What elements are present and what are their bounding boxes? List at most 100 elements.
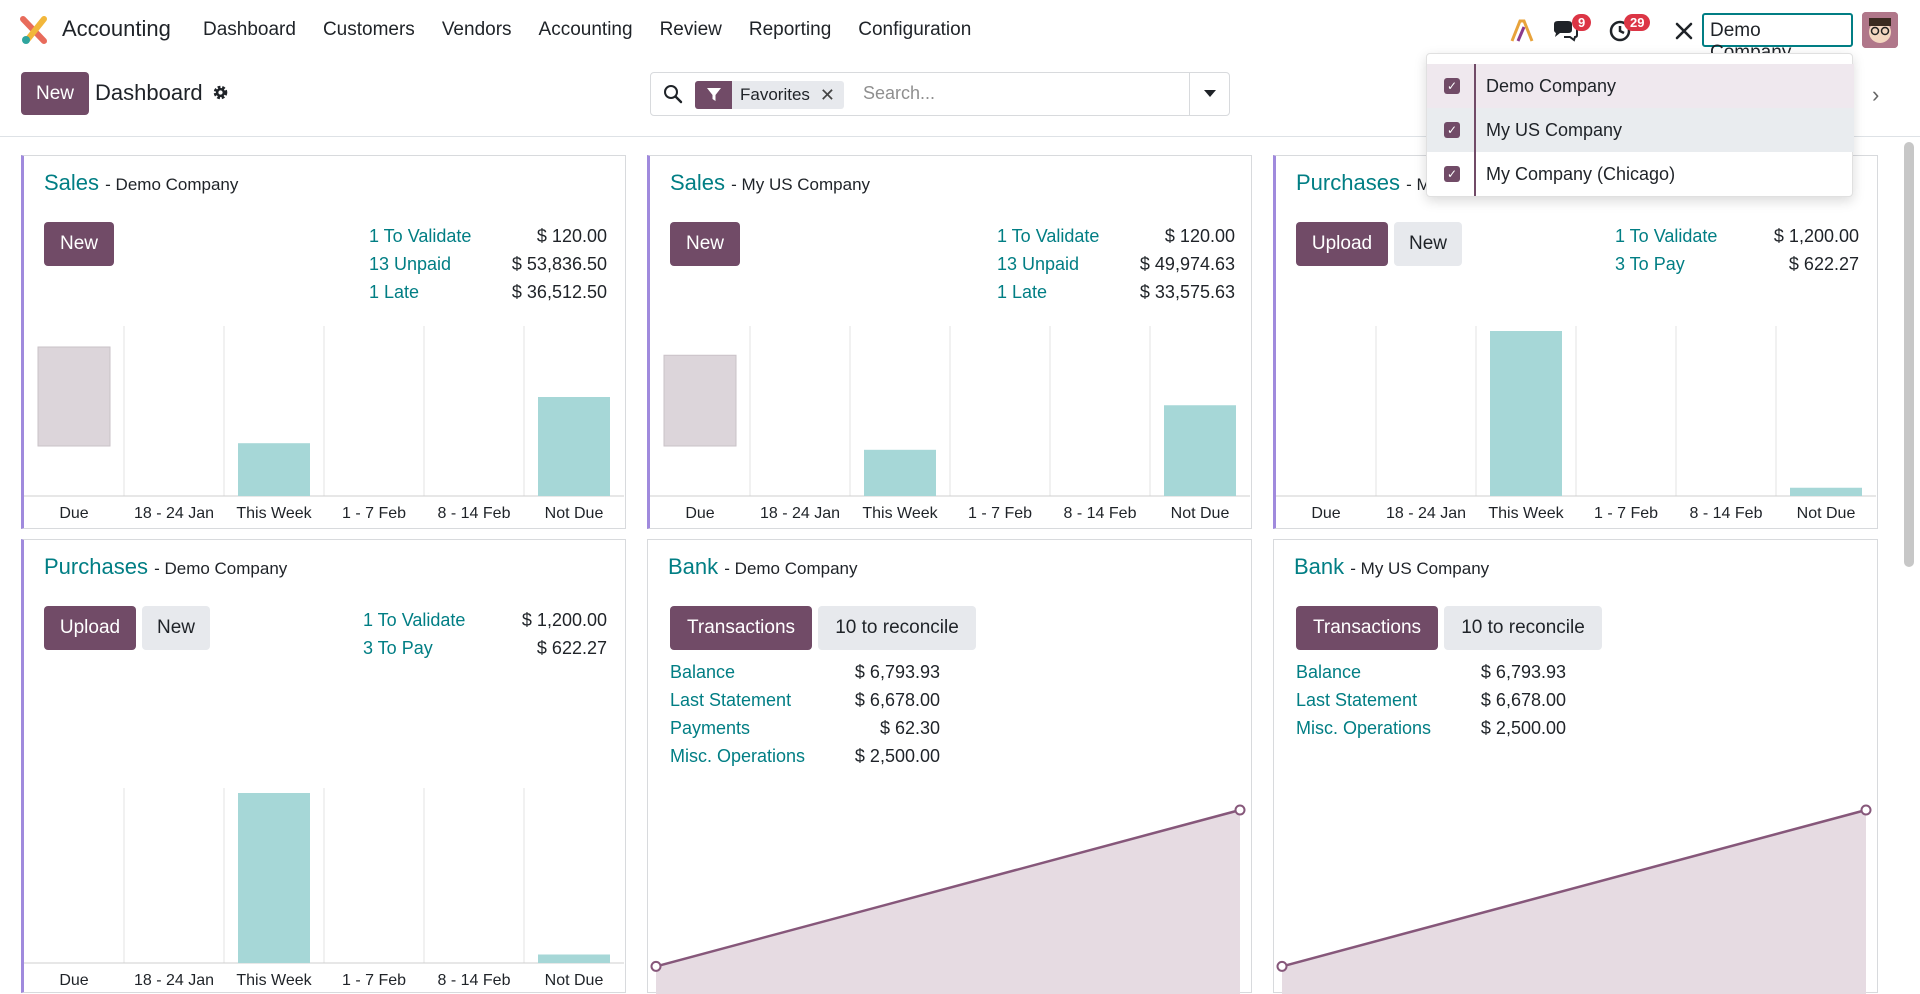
new-button[interactable]: New: [21, 72, 89, 115]
stat-balance[interactable]: Balance: [1296, 661, 1362, 682]
menu-review[interactable]: Review: [659, 19, 722, 40]
chart-bar[interactable]: [238, 793, 310, 963]
bank-us-chart[interactable]: [1274, 800, 1878, 994]
stat-to-validate[interactable]: 1 To Validate: [369, 225, 472, 246]
chart-bar[interactable]: [663, 354, 737, 447]
search-icon[interactable]: [663, 84, 683, 104]
sales-demo-chart[interactable]: Due 18 - 24 Jan This Week 1 - 7 Feb 8 - 14 F…: [24, 326, 624, 526]
chart-tick-label: This Week: [862, 505, 938, 522]
upload-button[interactable]: Upload: [44, 606, 136, 650]
ai-icon[interactable]: [1510, 19, 1536, 43]
chart-tick-label: This Week: [1488, 505, 1564, 522]
stat-balance[interactable]: Balance: [670, 661, 736, 682]
sales-us-chart[interactable]: Due 18 - 24 Jan This Week 1 - 7 Feb 8 - 14 F…: [650, 326, 1250, 526]
search-options-toggle[interactable]: [1189, 73, 1229, 115]
purchases-new-button[interactable]: New: [142, 606, 210, 650]
upload-button[interactable]: Upload: [1296, 222, 1388, 266]
stat-unpaid[interactable]: 13 Unpaid: [997, 253, 1080, 274]
stat-last-statement[interactable]: Last Statement: [1296, 689, 1418, 710]
debug-tools-icon[interactable]: [1674, 21, 1694, 41]
stat-to-pay[interactable]: 3 To Pay: [363, 637, 433, 658]
app-name[interactable]: Accounting: [62, 16, 171, 41]
checkbox-checked-icon[interactable]: ✓: [1444, 122, 1460, 138]
chart-tick-label: Due: [1311, 505, 1340, 522]
panel-title[interactable]: Purchases - Demo Company: [44, 554, 288, 579]
company-option[interactable]: ✓ My Company (Chicago): [1427, 152, 1854, 196]
company-option[interactable]: ✓ Demo Company: [1427, 64, 1854, 108]
company-option[interactable]: ✓ My US Company: [1427, 108, 1854, 152]
chart-bar[interactable]: [864, 449, 936, 496]
sales-us-panel: Sales - My US Company New 1 To Validate $…: [647, 155, 1252, 529]
chart-bar[interactable]: [538, 397, 610, 496]
menu-dashboard[interactable]: Dashboard: [203, 19, 296, 40]
chart-tick-label: 8 - 14 Feb: [1064, 505, 1137, 522]
company-dropdown: ✓ Demo Company ✓ My US Company ✓ My Comp…: [1426, 53, 1854, 197]
activity-clock-icon[interactable]: [1608, 19, 1632, 43]
chart-bar[interactable]: [1790, 487, 1862, 496]
purchases-new-button[interactable]: New: [1394, 222, 1462, 266]
chart-point[interactable]: [650, 960, 662, 972]
stat-late[interactable]: 1 Late: [997, 281, 1048, 302]
chart-line: [1281, 808, 1867, 968]
stat-unpaid[interactable]: 13 Unpaid: [369, 253, 452, 274]
chart-bar[interactable]: [37, 346, 111, 447]
bank-demo-panel: Bank - Demo Company Transactions 10 to r…: [647, 539, 1252, 994]
panel-title[interactable]: Bank - Demo Company: [668, 554, 858, 579]
reconcile-button[interactable]: 10 to reconcile: [1444, 606, 1602, 650]
scrollbar[interactable]: [1904, 142, 1914, 567]
stat-last-statement[interactable]: Last Statement: [670, 689, 792, 710]
stat-to-validate[interactable]: 1 To Validate: [363, 609, 466, 630]
menu-configuration[interactable]: Configuration: [858, 19, 972, 40]
company-switcher[interactable]: Demo Company: [1702, 13, 1853, 63]
chart-tick-label: 8 - 14 Feb: [1690, 505, 1763, 522]
menu-accounting[interactable]: Accounting: [538, 19, 633, 40]
chevron-right-icon[interactable]: ›: [1872, 82, 1880, 107]
chart-tick-label: Not Due: [1797, 505, 1856, 522]
sales-new-button[interactable]: New: [670, 222, 740, 266]
sales-new-button[interactable]: New: [44, 222, 114, 266]
checkbox-checked-icon[interactable]: ✓: [1444, 166, 1460, 182]
checkbox-checked-icon[interactable]: ✓: [1444, 78, 1460, 94]
chart-point[interactable]: [1860, 804, 1872, 816]
chart-bar[interactable]: [1164, 405, 1236, 496]
stat-payments[interactable]: Payments: [670, 717, 751, 738]
stat-misc-operations[interactable]: Misc. Operations: [670, 745, 806, 766]
sales-demo-panel: Sales - Demo Company New 1 To Validate $ …: [21, 155, 626, 529]
facet-remove-icon[interactable]: ✕: [819, 84, 836, 105]
bank-demo-chart[interactable]: [648, 800, 1252, 994]
panel-title[interactable]: Bank - My US Company: [1294, 554, 1490, 579]
chart-area: [1282, 810, 1866, 994]
accounting-app-icon[interactable]: [20, 15, 50, 45]
stat-late[interactable]: 1 Late: [369, 281, 420, 302]
stat-to-validate[interactable]: 1 To Validate: [1615, 225, 1718, 246]
menu-reporting[interactable]: Reporting: [748, 19, 832, 40]
transactions-button[interactable]: Transactions: [670, 606, 812, 650]
panel-title[interactable]: Purchases - M: [1296, 170, 1431, 195]
reconcile-button[interactable]: 10 to reconcile: [818, 606, 976, 650]
transactions-button[interactable]: Transactions: [1296, 606, 1438, 650]
panel-title[interactable]: Sales - My US Company: [670, 170, 871, 195]
panel-title[interactable]: Sales - Demo Company: [44, 170, 239, 195]
user-avatar[interactable]: [1862, 12, 1898, 48]
chart-point[interactable]: [1234, 804, 1246, 816]
chart-tick-label: 18 - 24 Jan: [134, 505, 214, 522]
gear-icon[interactable]: [212, 84, 229, 101]
menu-customers[interactable]: Customers: [322, 19, 415, 40]
search-input[interactable]: Search...: [863, 83, 936, 103]
chart-bar[interactable]: [538, 954, 610, 964]
search-bar[interactable]: Favorites ✕ Search...: [650, 72, 1230, 116]
chart-tick-label: 18 - 24 Jan: [1386, 505, 1466, 522]
chart-tick-label: 18 - 24 Jan: [760, 505, 840, 522]
purchases-us-chart[interactable]: Due 18 - 24 Jan This Week 1 - 7 Feb 8 - 14 F…: [1276, 326, 1876, 526]
chart-bar[interactable]: [238, 443, 310, 496]
chart-bar[interactable]: [1490, 331, 1562, 496]
stat-to-validate[interactable]: 1 To Validate: [997, 225, 1100, 246]
chart-tick-label: 8 - 14 Feb: [438, 505, 511, 522]
chart-point[interactable]: [1276, 960, 1288, 972]
bank-us-panel: Bank - My US Company Transactions 10 to …: [1273, 539, 1878, 994]
stat-misc-operations[interactable]: Misc. Operations: [1296, 717, 1432, 738]
stat-to-pay[interactable]: 3 To Pay: [1615, 253, 1685, 274]
facet-label: Favorites: [740, 85, 810, 104]
menu-vendors[interactable]: Vendors: [441, 19, 512, 40]
purchases-demo-chart[interactable]: Due 18 - 24 Jan This Week 1 - 7 Feb 8 - 14 F…: [24, 788, 624, 993]
